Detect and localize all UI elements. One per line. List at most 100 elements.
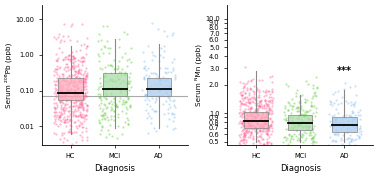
Point (254, 120, 260, 123)
Point (311, 125, 317, 128)
Point (64, 114, 70, 117)
Point (84, 74, 90, 76)
Point (288, 136, 294, 139)
Point (248, 130, 254, 133)
Point (82, 79, 88, 82)
Point (264, 144, 270, 147)
Point (249, 145, 256, 147)
Point (59, 99, 65, 102)
Point (60, 58, 66, 61)
Point (96, 104, 102, 107)
Point (59, 101, 65, 103)
Point (258, 123, 264, 126)
Point (245, 108, 251, 111)
Point (237, 100, 243, 103)
Point (330, 138, 336, 141)
Point (251, 95, 257, 98)
Point (237, 133, 243, 136)
Point (348, 104, 354, 107)
Point (73, 124, 79, 127)
Point (77, 49, 83, 51)
Point (110, 146, 116, 149)
Point (53, 53, 59, 55)
Point (111, 67, 117, 70)
Point (76, 125, 82, 128)
Point (349, 111, 355, 114)
Point (298, 148, 304, 151)
Point (299, 112, 305, 115)
Point (114, 74, 120, 77)
Point (289, 108, 295, 110)
Point (302, 100, 308, 103)
Point (240, 119, 246, 122)
Point (268, 129, 274, 132)
Point (257, 106, 263, 108)
Point (70, 58, 76, 61)
Point (248, 112, 254, 115)
Point (292, 158, 298, 161)
Point (62, 80, 68, 82)
Point (244, 124, 250, 127)
Point (341, 139, 347, 142)
Point (259, 124, 265, 127)
Point (110, 79, 116, 82)
Point (101, 116, 107, 119)
Point (54, 77, 60, 79)
Point (158, 47, 164, 50)
Point (260, 148, 266, 151)
Point (262, 154, 268, 157)
Point (125, 98, 131, 101)
Point (348, 139, 354, 142)
Point (345, 101, 351, 104)
Point (97, 66, 103, 69)
Point (77, 69, 84, 71)
Point (57, 116, 63, 119)
Point (258, 136, 264, 138)
Point (81, 117, 87, 119)
Point (239, 119, 245, 122)
Point (357, 109, 363, 112)
Point (263, 90, 269, 93)
Point (237, 100, 243, 102)
Point (65, 35, 71, 38)
Point (239, 116, 245, 118)
Point (82, 69, 88, 72)
Point (284, 157, 290, 160)
Point (287, 133, 293, 136)
Point (54, 103, 60, 106)
Point (72, 69, 78, 72)
Point (166, 103, 172, 106)
Point (254, 108, 260, 111)
Point (242, 65, 248, 68)
Text: ***: *** (337, 66, 352, 75)
Point (249, 137, 256, 140)
Point (128, 85, 134, 88)
Point (60, 95, 66, 98)
Point (106, 101, 112, 104)
Point (83, 88, 89, 91)
Point (290, 127, 296, 130)
Point (84, 109, 90, 112)
Point (78, 78, 84, 81)
Point (80, 56, 86, 58)
Point (248, 112, 254, 115)
Point (325, 143, 331, 146)
Point (64, 79, 70, 82)
Point (309, 119, 315, 122)
Point (246, 173, 253, 176)
Point (145, 45, 151, 48)
Point (98, 132, 104, 135)
Point (327, 102, 333, 105)
Point (249, 112, 255, 115)
Point (344, 130, 350, 133)
Point (101, 112, 107, 115)
Point (76, 123, 82, 126)
Point (268, 123, 274, 126)
Point (104, 94, 110, 97)
Point (247, 98, 253, 100)
Point (254, 104, 260, 106)
Point (248, 78, 254, 81)
Point (243, 129, 249, 131)
Point (151, 110, 157, 113)
Point (260, 125, 266, 128)
